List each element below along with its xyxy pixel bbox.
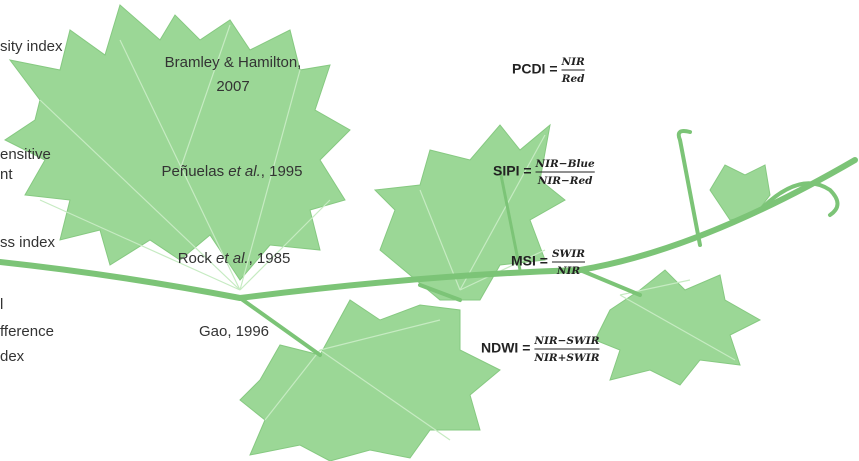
formula-numerator: SWIR <box>552 248 585 260</box>
formula-denominator: NIR <box>556 265 581 277</box>
index-label: dex <box>0 348 25 365</box>
citation-part: Rock <box>178 250 216 267</box>
citations: Bramley & Hamilton, 2007 Peñuelas et al.… <box>162 54 303 340</box>
formula-denominator: NIR−Red <box>537 175 593 187</box>
index-label: nt <box>0 166 13 183</box>
index-label: sity index <box>0 38 63 55</box>
formula-denominator: NIR+SWIR <box>533 352 599 364</box>
formula-denominator: Red <box>561 73 585 85</box>
citation-part: et al. <box>228 163 261 180</box>
citation-part: , 1995 <box>261 163 303 180</box>
citation-part: et al. <box>216 250 249 267</box>
citation: Bramley & Hamilton, <box>165 54 302 71</box>
formula-name: PCDI = <box>512 61 558 77</box>
vine-illustration <box>0 4 858 461</box>
index-label: l <box>0 296 3 313</box>
formula-numerator: NIR−Blue <box>535 158 596 170</box>
index-label: ensitive <box>0 146 51 163</box>
index-label: fference <box>0 323 54 340</box>
index-label: ss index <box>0 234 56 251</box>
formula-name: SIPI = <box>493 163 532 179</box>
left-labels: sity index ensitive nt ss index l fferen… <box>0 38 63 365</box>
citation: Peñuelas et al., 1995 <box>162 163 303 180</box>
citation: Gao, 1996 <box>199 323 269 340</box>
formula-name: MSI = <box>511 253 548 269</box>
formula-name: NDWI = <box>481 340 530 356</box>
formula-numerator: NIR−SWIR <box>533 335 599 347</box>
formula-numerator: NIR <box>561 56 586 68</box>
citation: Rock et al., 1985 <box>178 250 291 267</box>
citation: 2007 <box>216 78 249 95</box>
citation-part: Peñuelas <box>162 163 229 180</box>
citation-part: , 1985 <box>249 250 291 267</box>
